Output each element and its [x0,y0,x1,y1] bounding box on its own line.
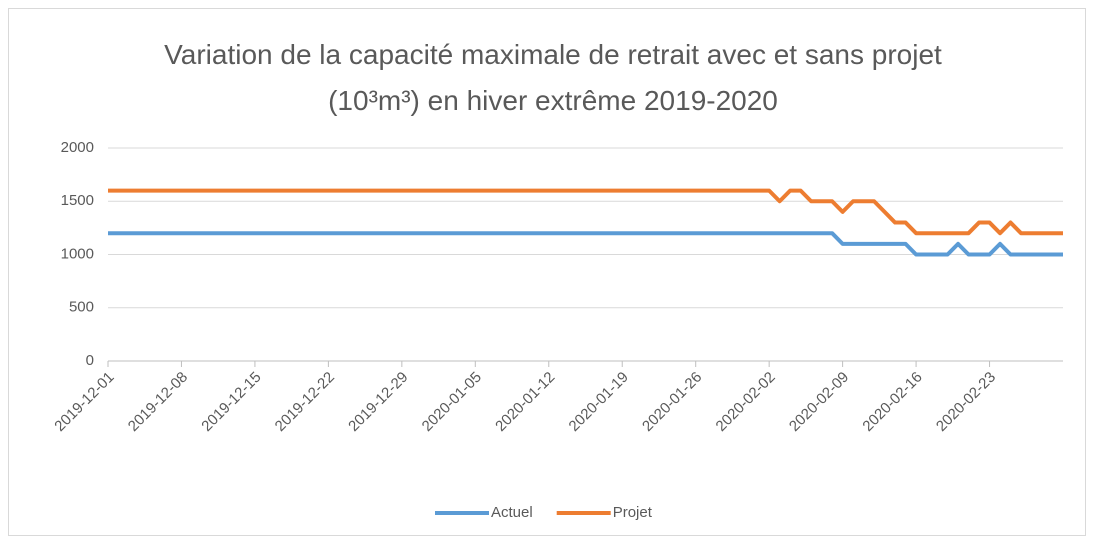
legend-label: Projet [613,504,653,521]
x-tick-label: 2020-02-02 [713,369,779,435]
y-tick-label: 0 [86,352,94,369]
x-tick-label: 2020-02-09 [786,369,852,435]
legend-label: Actuel [491,504,533,521]
x-tick-label: 2019-12-15 [198,369,264,435]
x-tick-label: 2020-01-19 [566,369,632,435]
x-tick-label: 2019-12-29 [345,369,411,435]
series-line [108,188,1063,236]
x-tick-label: 2020-02-16 [859,369,925,435]
y-tick-label: 1500 [61,192,94,209]
x-tick-label: 2020-01-26 [639,369,705,435]
x-tick-label: 2019-12-08 [125,369,191,435]
x-tick-label: 2020-02-23 [933,369,999,435]
x-tick-label: 2020-01-12 [492,369,558,435]
series-line [108,231,1063,257]
y-tick-label: 2000 [61,139,94,156]
y-tick-label: 1000 [61,245,94,262]
chart-frame [8,8,1086,536]
x-tick-label: 2020-01-05 [419,369,485,435]
x-tick-label: 2019-12-22 [272,369,338,435]
y-tick-label: 500 [69,299,94,316]
x-tick-label: 2019-12-01 [51,369,117,435]
chart-title: Variation de la capacité maximale de ret… [164,39,942,116]
